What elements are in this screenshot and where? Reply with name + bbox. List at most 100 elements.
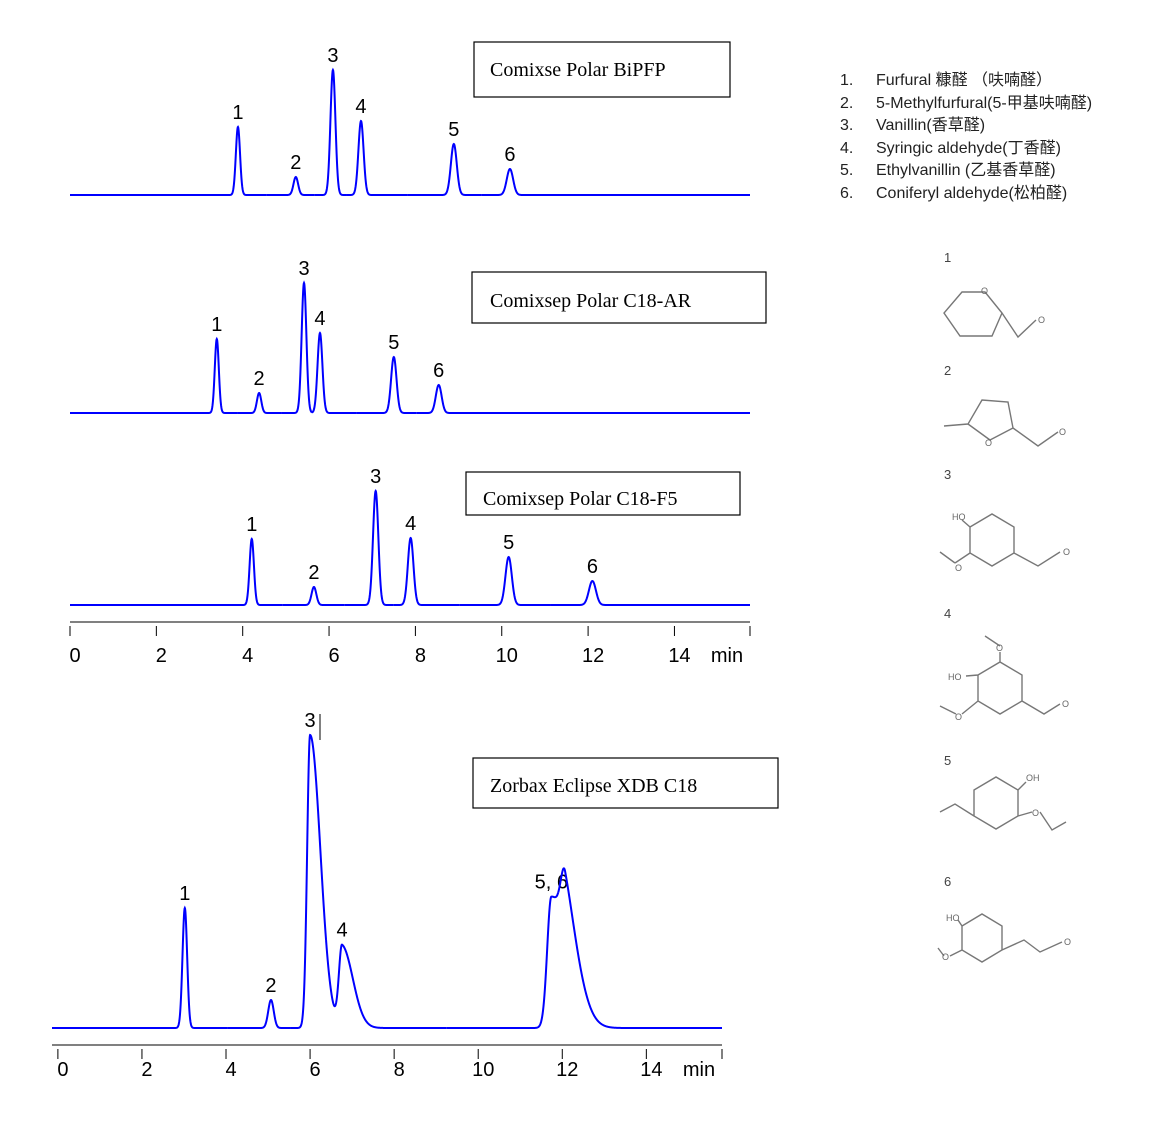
peak-label: 4 (314, 308, 325, 330)
chart-title: Comixsep Polar C18-F5 (483, 488, 677, 510)
legend-number: 3. (840, 117, 853, 134)
atom: O (1062, 699, 1069, 709)
legend-text: Vanillin(香草醛) (876, 116, 985, 134)
chart-title: Comixse Polar BiPFP (490, 59, 666, 81)
peak (314, 67, 347, 196)
peak (70, 125, 267, 196)
x-tick-label: 8 (415, 645, 426, 667)
peak (227, 998, 291, 1029)
peak (52, 905, 228, 1029)
structure-number: 5 (944, 753, 951, 768)
peak (70, 336, 238, 414)
peak-label: 3 (298, 258, 309, 280)
peak-label: 5 (503, 532, 514, 554)
peak (416, 383, 750, 414)
atom: O (1064, 937, 1071, 947)
x-tick-label: 12 (556, 1059, 578, 1081)
atom: OH (1026, 773, 1040, 783)
peak (344, 488, 394, 606)
peak-label: 3 (305, 710, 316, 732)
atom: O (1059, 427, 1066, 437)
peak (281, 280, 313, 414)
atom: O (985, 438, 992, 448)
x-tick-label: 2 (141, 1059, 152, 1081)
atom: O (1063, 547, 1070, 557)
peak-label: 1 (246, 514, 257, 536)
peak (237, 392, 282, 414)
legend-number: 2. (840, 95, 853, 112)
structure (943, 291, 1037, 339)
x-axis-label: min (683, 1059, 715, 1081)
x-axis-label: min (711, 645, 743, 667)
peak-label: 1 (179, 883, 190, 905)
structure (939, 513, 1061, 567)
atom: O (1038, 315, 1045, 325)
x-tick-label: 0 (57, 1059, 68, 1081)
structure (943, 399, 1059, 447)
chart-title: Comixsep Polar C18-AR (490, 290, 692, 312)
legend-number: 6. (840, 185, 853, 202)
legend: 1. Furfural 糠醛 （呋喃醛） 2. 5-Methylfurfural… (840, 70, 1092, 202)
legend-text: Furfural 糠醛 （呋喃醛） (876, 70, 1052, 89)
peak-label: 4 (355, 96, 366, 118)
peak-label: 5 (388, 332, 399, 354)
legend-text: Coniferyl aldehyde(松柏醛) (876, 184, 1067, 202)
x-tick-label: 4 (225, 1059, 236, 1081)
peak-label: 2 (254, 368, 265, 390)
x-tick-label: 14 (668, 645, 690, 667)
peak-label: 3 (370, 466, 381, 488)
atom: HO (948, 672, 962, 682)
structure (939, 776, 1067, 831)
legend-text: 5-Methylfurfural(5-甲基呋喃醛) (876, 94, 1092, 112)
peak (325, 939, 447, 1029)
atom: O (996, 643, 1003, 653)
peak-label: 2 (265, 975, 276, 997)
peak-label: 1 (232, 102, 243, 124)
peak-label: 5 (448, 119, 459, 141)
peak (356, 355, 417, 414)
structure-number: 4 (944, 606, 951, 621)
peak (290, 733, 328, 1029)
peak-label: 2 (308, 562, 319, 584)
peak-label: 6 (504, 144, 515, 166)
peak (346, 119, 408, 196)
atom: HO (952, 512, 966, 522)
atom: O (981, 286, 988, 296)
structure (937, 913, 1063, 963)
peak (446, 891, 560, 1029)
x-tick-label: 8 (394, 1059, 405, 1081)
structure-number: 1 (944, 250, 951, 265)
peak-label: 3 (327, 45, 338, 67)
atom: O (1032, 808, 1039, 818)
title-box (465, 471, 741, 516)
peak (407, 142, 482, 196)
structure (939, 635, 1061, 715)
x-tick-label: 10 (472, 1059, 494, 1081)
title-box (471, 271, 767, 324)
x-tick-label: 12 (582, 645, 604, 667)
peak-label: 1 (211, 314, 222, 336)
x-tick-label: 0 (69, 645, 80, 667)
x-tick-label: 2 (156, 645, 167, 667)
peak (557, 867, 722, 1029)
peak-label: 2 (290, 152, 301, 174)
legend-number: 4. (840, 140, 853, 157)
structure-number: 2 (944, 363, 951, 378)
legend-text: Ethylvanillin (乙基香草醛) (876, 161, 1056, 179)
x-tick-label: 6 (310, 1059, 321, 1081)
peak (282, 586, 345, 606)
atom: O (955, 563, 962, 573)
peak (393, 536, 460, 606)
legend-number: 5. (840, 162, 853, 179)
x-tick-label: 10 (496, 645, 518, 667)
atom: O (942, 952, 949, 962)
peak (459, 555, 551, 606)
legend-text: Syringic aldehyde(丁香醛) (876, 139, 1061, 157)
x-tick-label: 6 (328, 645, 339, 667)
title-box (472, 757, 779, 809)
atom: HO (946, 913, 960, 923)
chart-title: Zorbax Eclipse XDB C18 (490, 775, 697, 797)
atom: O (955, 712, 962, 722)
structure-number: 6 (944, 874, 951, 889)
